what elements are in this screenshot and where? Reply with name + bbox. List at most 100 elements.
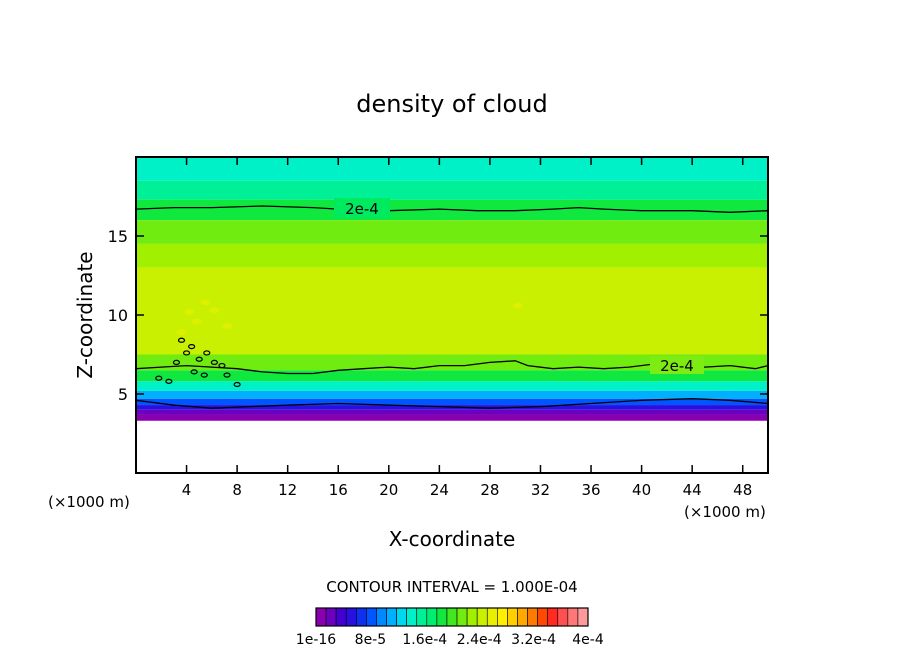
colorbar-swatch-22 [537,607,549,627]
density-band-3 [136,220,768,244]
colorbar-swatch-24 [557,607,569,627]
density-band-1 [136,180,768,200]
contour-label-bg-lower [650,356,704,374]
x-tick-label-4: 20 [379,481,398,499]
speckle-4 [176,329,187,336]
x-axis-label: X-coordinate [389,527,516,551]
colorbar-swatch-18 [497,607,508,627]
colorbar-swatch-6 [376,607,387,627]
x-tick-label-0: 4 [182,481,192,499]
x-tick-label-2: 12 [278,481,297,499]
speckle-5 [512,302,523,309]
contour-label-bg-upper [334,198,390,218]
colorbar-swatch-26 [577,607,589,627]
contour-blob-12 [200,372,208,378]
density-band-0 [136,157,768,181]
colorbar-swatch-13 [446,607,458,627]
below-cloud-region [136,420,768,473]
x-right-unit-label: (×1000 m) [684,503,766,521]
contour-blob-4 [203,350,211,356]
colorbar [315,607,589,627]
colorbar-swatch-20 [517,607,528,627]
x-tick-label-5: 24 [430,481,449,499]
colorbar-label-4: 3.2e-4 [511,632,556,648]
y-tick-label-2: 15 [108,227,128,246]
density-band-6 [136,354,768,371]
contour-blob-8 [190,369,198,375]
colorbar-swatch-15 [466,607,478,627]
speckle-0 [184,308,195,315]
density-band-13 [136,414,768,421]
x-tick-label-9: 40 [632,481,651,499]
colorbar-swatch-14 [456,607,468,627]
contour-blob-5 [210,359,218,365]
x-tick-label-11: 48 [733,481,752,499]
speckle-3 [209,307,220,314]
density-band-5 [136,267,768,355]
contour-label-lower: 2e-4 [660,357,694,375]
contour-interval-text: CONTOUR INTERVAL = 1.000E-04 [326,578,577,596]
colorbar-swatch-3 [345,607,357,627]
colorbar-swatch-19 [507,607,518,627]
contour-blob-3 [195,356,203,362]
density-band-10 [136,398,768,406]
colorbar-label-3: 2.4e-4 [457,632,502,648]
x-left-unit-label: (×1000 m) [48,493,130,511]
speckle-1 [191,318,202,325]
x-tick-label-6: 28 [480,481,499,499]
contour-blob-6 [218,362,226,369]
colorbar-swatch-8 [396,607,407,627]
colorbar-label-0: 1e-16 [296,632,336,648]
colorbar-label-1: 8e-5 [355,632,386,648]
contour-blob-9 [223,372,231,378]
plot-area: 2e-4 2e-4 [135,156,769,474]
density-band-12 [136,409,768,415]
contour-labels: 2e-4 2e-4 [334,198,704,375]
colorbar-swatch-11 [426,607,438,627]
y-axis-ticks: 5 10 15 [108,227,768,404]
colorbar-swatch-25 [567,607,579,627]
colorbar-swatch-0 [315,607,327,627]
contour-label-upper: 2e-4 [345,200,379,218]
x-tick-label-3: 16 [329,481,348,499]
density-band-9 [136,390,768,399]
contour-line-2 [135,398,769,409]
y-tick-label-1: 10 [108,306,128,325]
colorbar-swatch-16 [476,607,488,627]
colorbar-swatch-7 [386,607,397,627]
density-band-8 [136,381,768,391]
contour-blob-2 [188,344,196,350]
colorbar-swatch-23 [547,607,559,627]
chart-title: density of cloud [356,90,547,118]
colorbar-swatch-12 [436,607,448,627]
density-speckle [176,299,523,336]
colorbar-swatch-4 [355,607,367,627]
colorbar-swatch-17 [486,607,498,627]
x-tick-label-1: 8 [232,481,242,499]
colorbar-swatch-21 [527,607,538,627]
x-tick-label-8: 36 [581,481,600,499]
x-tick-label-7: 32 [531,481,550,499]
density-band-7 [136,370,768,382]
density-band-4 [136,243,768,268]
speckle-2 [200,299,211,306]
y-axis-label: Z-coordinate [73,251,97,378]
contour-line-0 [135,205,769,213]
contour-blob-7 [172,359,181,365]
colorbar-swatch-5 [366,607,377,627]
y-tick-label-0: 5 [118,385,128,404]
contour-blob-0 [177,337,186,343]
colorbar-frame [315,607,589,627]
contour-blob-1 [182,350,191,356]
x-axis-ticks: 4 8 12 16 20 24 28 32 36 40 44 48 [182,157,752,499]
x-tick-label-10: 44 [683,481,702,499]
colorbar-swatch-1 [325,607,337,627]
speckle-6 [222,323,233,330]
colorbar-swatch-9 [406,607,418,627]
density-bands [136,157,768,473]
colorbar-label-2: 1.6e-4 [402,632,447,648]
contour-blob-11 [165,378,173,384]
contour-blob-10 [233,381,241,388]
colorbar-swatch-2 [335,607,347,627]
